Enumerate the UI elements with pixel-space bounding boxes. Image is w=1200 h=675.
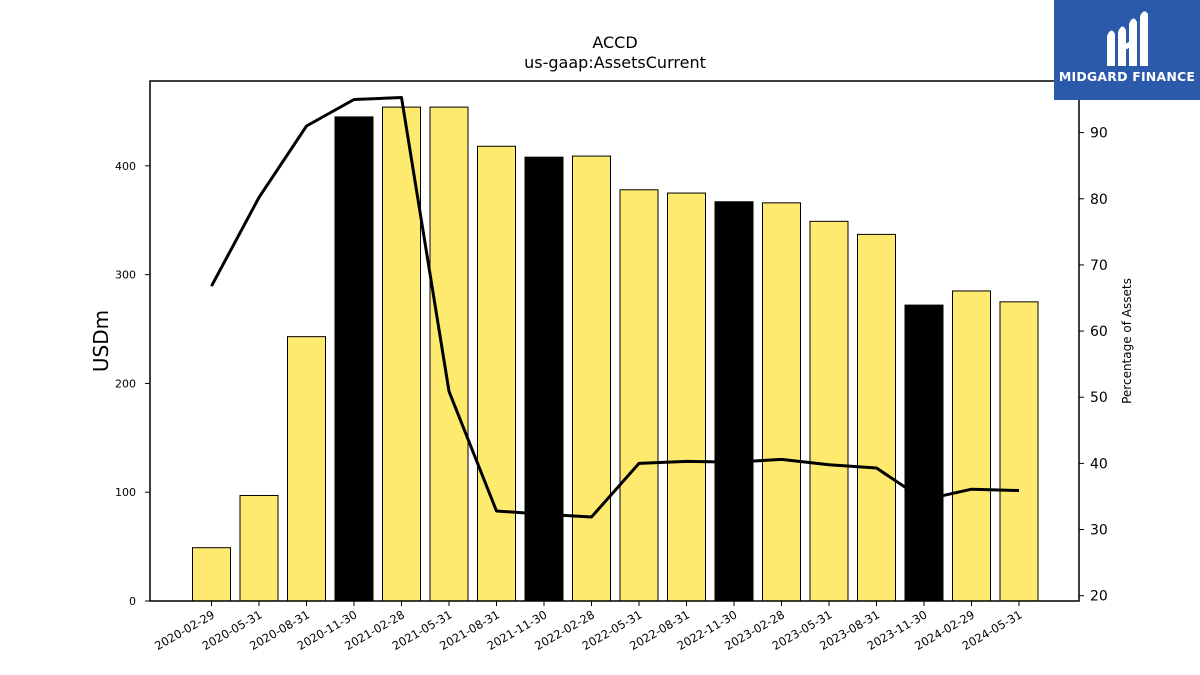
plot-frame	[149, 80, 1080, 602]
bar	[762, 202, 801, 602]
y2-tick-label: 40	[1090, 456, 1108, 472]
y2-tick-label: 70	[1090, 258, 1108, 274]
y2-tick-label: 50	[1090, 390, 1108, 406]
bar-series	[192, 106, 1039, 602]
bar	[524, 156, 564, 602]
bar	[429, 106, 469, 602]
y2-axis-label: Percentage of Assets	[1120, 278, 1134, 404]
bar	[809, 220, 849, 602]
bar	[904, 304, 944, 602]
y2-tick-label: 60	[1090, 324, 1108, 340]
y-tick-label: 0	[129, 595, 136, 608]
bar	[382, 106, 421, 602]
bar	[667, 192, 706, 602]
line-series-layer	[210, 96, 1020, 519]
bar	[287, 336, 326, 602]
y2-tick-label: 90	[1090, 126, 1108, 142]
bar	[572, 155, 611, 602]
y2-tick-label: 80	[1090, 192, 1108, 208]
y-tick-label: 400	[115, 160, 136, 173]
bar	[334, 116, 374, 602]
y-tick-label: 200	[115, 377, 136, 390]
midgard-finance-logo: MIDGARD FINANCE	[1054, 0, 1200, 100]
y-tick-label: 300	[115, 269, 136, 282]
chart-title: ACCD	[592, 33, 637, 52]
bar	[239, 494, 279, 602]
midgard-logo-icon	[1107, 11, 1148, 67]
bar	[952, 290, 991, 602]
bar	[192, 547, 231, 602]
percentage-line	[210, 96, 1020, 519]
bar	[619, 189, 659, 602]
bar	[999, 301, 1039, 602]
bar	[477, 145, 516, 602]
y2-tick-label: 20	[1090, 589, 1108, 605]
logo-text: MIDGARD FINANCE	[1058, 69, 1196, 84]
bar	[714, 201, 754, 602]
chart-subtitle: us-gaap:AssetsCurrent	[524, 53, 706, 72]
y2-tick-label: 30	[1090, 523, 1108, 539]
bar	[857, 233, 896, 602]
y-axis-label: USDm	[89, 310, 113, 372]
y-tick-label: 100	[115, 486, 136, 499]
